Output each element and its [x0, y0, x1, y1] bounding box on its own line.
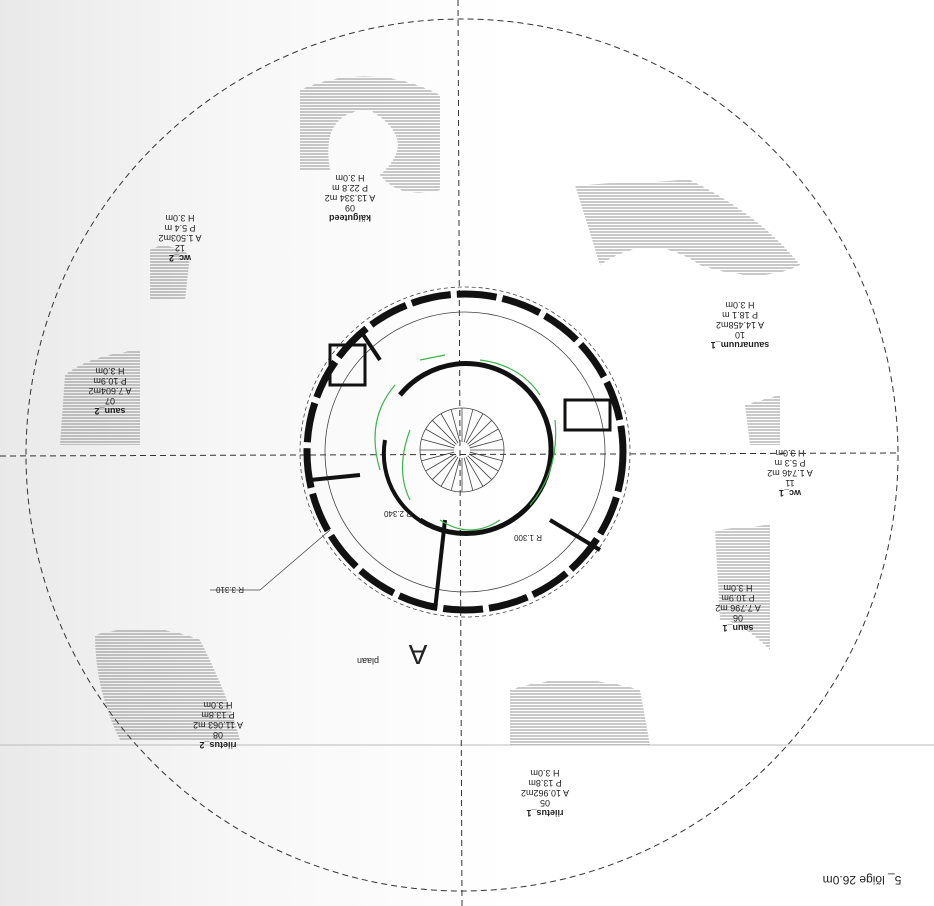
stair-step: [425, 428, 456, 447]
room-height: H 3.0m: [775, 448, 804, 458]
stair-step: [440, 413, 459, 444]
room-perimeter: P 10.9m: [93, 376, 126, 386]
room-number: 09: [345, 203, 355, 213]
stair-step: [467, 420, 492, 445]
room-perimeter: P 10.9m: [721, 593, 754, 603]
radius-label: R 1.300: [513, 533, 542, 542]
room-number: 08: [213, 730, 223, 740]
room-height: H 3.0m: [203, 700, 232, 710]
axis-horizontal: [0, 452, 901, 457]
room-name: saun_1: [722, 623, 753, 633]
radius-text: R 3.310: [215, 585, 244, 594]
stair-step: [468, 428, 499, 447]
room-name: riietus_1: [526, 808, 563, 818]
stair-step: [421, 451, 455, 462]
room-number: 10: [735, 330, 745, 340]
room-area: A 14.458m2: [716, 320, 764, 330]
floor-plan: [210, 286, 631, 618]
room-area: A 7.604m2: [88, 386, 131, 396]
room-area: A 13.334 m2: [325, 193, 376, 203]
room-area: A 1.746 m2: [767, 468, 813, 478]
room-height: H 3.0m: [95, 366, 124, 376]
stair-step: [450, 457, 461, 491]
stair-step: [463, 457, 474, 491]
radius-text: R 1.300: [513, 533, 542, 542]
room-height: H 3.0m: [725, 300, 754, 310]
room-height: H 3.0m: [335, 173, 364, 183]
section-title-text: 5_ lõige 26.0m: [823, 873, 902, 887]
room-number: 11: [785, 478, 794, 488]
stair-step: [469, 451, 503, 462]
room-area: A 1.503m2: [158, 233, 201, 243]
room-number: 07: [105, 396, 115, 406]
stair-step: [463, 409, 474, 443]
radius-label: R 2.340: [383, 509, 412, 518]
stair-step: [465, 413, 484, 444]
outer-circle: [25, 18, 899, 892]
stair-step: [469, 438, 503, 449]
room-height: H 3.0m: [165, 213, 194, 223]
stair-step: [450, 409, 461, 443]
room-name: saun_2: [94, 406, 125, 416]
room-number: 06: [733, 613, 743, 623]
stair-step: [421, 438, 455, 449]
room-perimeter: P 13.8m: [528, 778, 561, 788]
axis-vertical: [457, 0, 463, 906]
room-perimeter: P 18.1 m: [722, 310, 758, 320]
section-title: 5_ lõige 26.0m: [823, 873, 902, 887]
room-name: wc_1: [779, 488, 802, 498]
room-area: A 11.063 m2: [193, 720, 243, 730]
room-number: 12: [175, 243, 185, 253]
stair-step: [465, 456, 484, 487]
stair-step: [432, 455, 457, 480]
radius-label: R 3.310: [215, 585, 244, 594]
room-height: H 3.0m: [530, 768, 559, 778]
hatched-areas: [60, 76, 800, 745]
stair-step: [468, 453, 499, 472]
room-name: käiguteed: [329, 213, 371, 223]
stair-step: [440, 456, 459, 487]
room-perimeter: P 5.4 m: [165, 223, 196, 233]
plan-name: plaan: [357, 656, 379, 666]
plan-letter: A: [408, 639, 427, 670]
room-name: saunaruum_1: [711, 340, 770, 350]
radius-text: R 2.340: [383, 509, 412, 518]
stair-step: [432, 420, 457, 445]
room-perimeter: P 13.8m: [201, 710, 234, 720]
room-area: A 7.796 m2: [715, 603, 761, 613]
room-perimeter: P 5.3 m: [775, 458, 806, 468]
room-height: H 3.0m: [723, 583, 752, 593]
room-number: 05: [540, 798, 550, 808]
stair-step: [467, 455, 492, 480]
room-area: A 10.962m2: [521, 788, 569, 798]
room-perimeter: P 22.8 m: [332, 183, 368, 193]
room-name: riietus_2: [199, 740, 236, 750]
stair-step: [425, 453, 456, 472]
room-name: wc_2: [169, 253, 192, 263]
